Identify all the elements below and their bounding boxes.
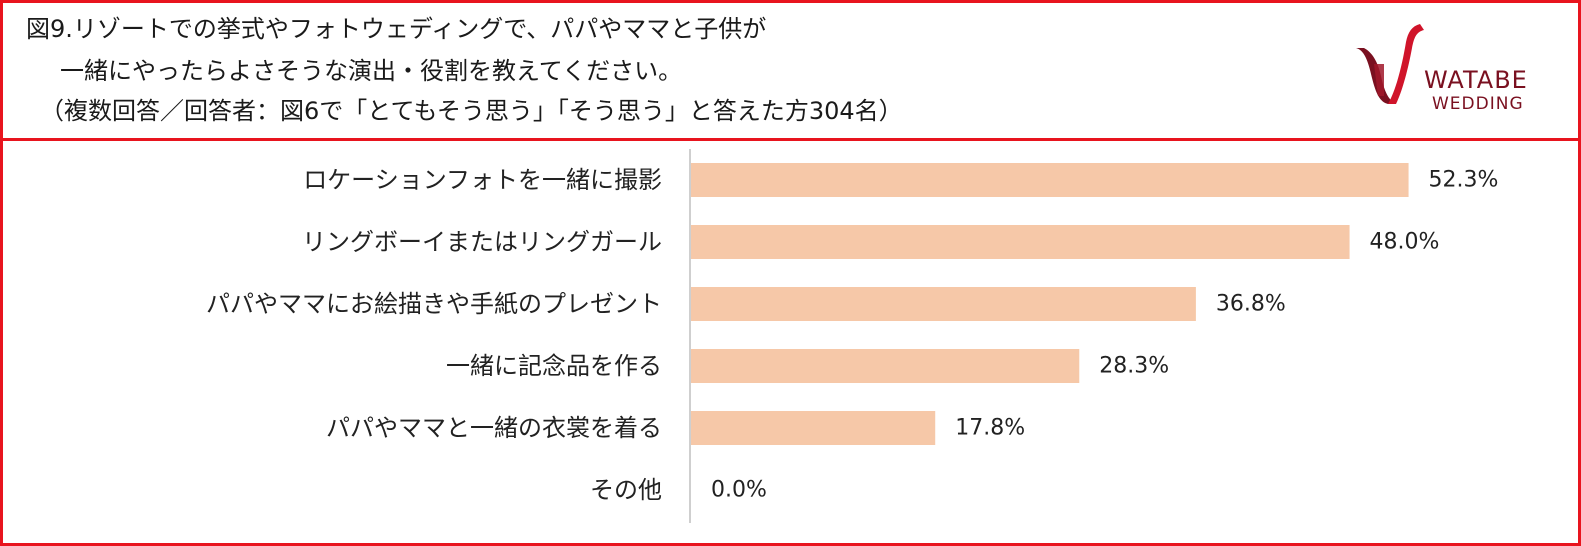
category-label: その他 [590, 476, 662, 504]
bar [691, 287, 1196, 321]
bar [691, 163, 1409, 197]
bar [691, 411, 936, 445]
value-label: 36.8% [1216, 292, 1286, 317]
chart-title-line-1: 図9.リゾートでの挙式やフォトウェディングで、パパやママと子供が [26, 15, 767, 43]
watabe-wedding-logo: WATABE WEDDING [1350, 20, 1550, 125]
category-label: パパやママにお絵描きや手紙のプレゼント [206, 290, 662, 318]
title-divider [0, 138, 1581, 141]
bar-chart: ロケーションフォトを一緒に撮影 52.3% リングボーイまたはリングガール 48.0%… [206, 149, 1499, 523]
bar [691, 349, 1080, 383]
value-label: 48.0% [1370, 230, 1440, 255]
category-label: パパやママと一緒の衣裳を着る [326, 414, 662, 442]
chart-title-line-2: 一緒にやったらよさそうな演出・役割を教えてください。 [60, 57, 683, 85]
category-label: リングボーイまたはリングガール [302, 228, 662, 256]
value-label: 17.8% [955, 416, 1025, 441]
logo-sub-text: WEDDING [1432, 94, 1524, 114]
chart-title-line-3: （複数回答／回答者：図6で「とてもそう思う」「そう思う」と答えた方304名） [40, 97, 903, 125]
category-label: ロケーションフォトを一緒に撮影 [303, 166, 662, 194]
ribbon-logo-icon [1356, 24, 1424, 104]
value-label: 52.3% [1429, 168, 1499, 193]
logo-brand-text: WATABE [1424, 66, 1528, 94]
value-label: 0.0% [711, 478, 767, 503]
category-label: 一緒に記念品を作る [446, 352, 662, 380]
bar [691, 225, 1350, 259]
value-label: 28.3% [1099, 354, 1169, 379]
